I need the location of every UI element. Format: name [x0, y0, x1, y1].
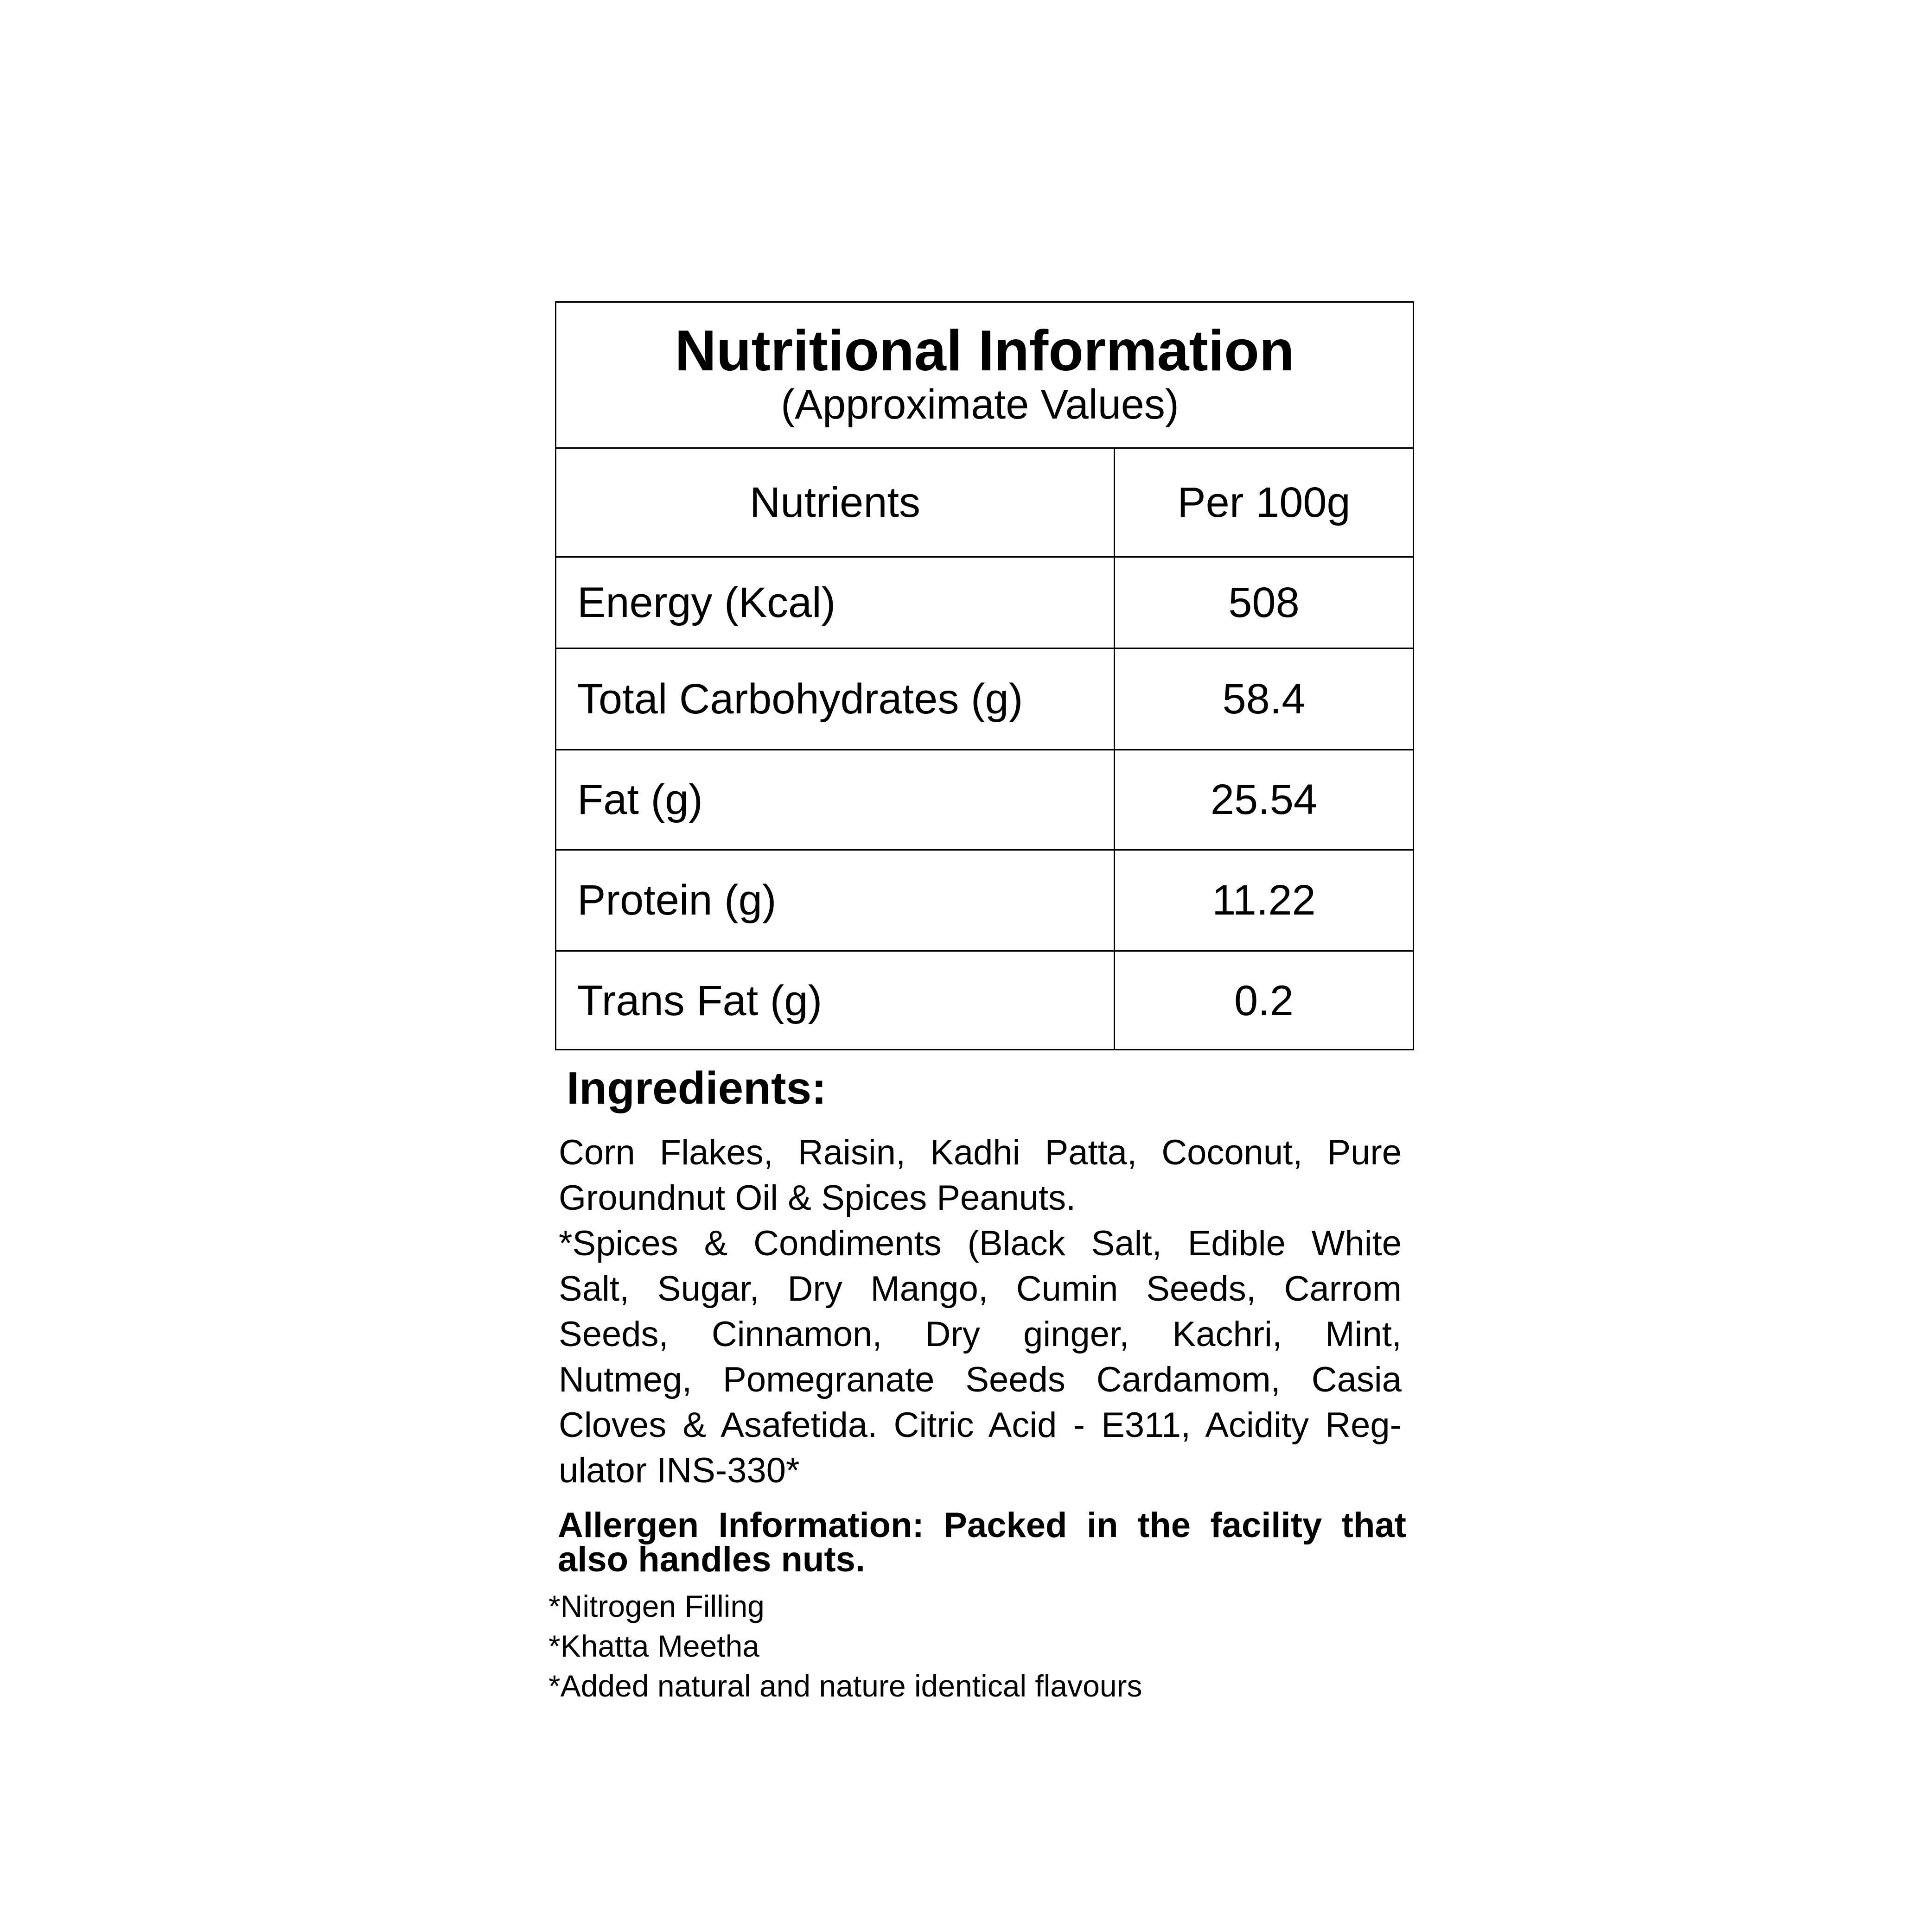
- nutrient-value: 25.54: [1210, 776, 1318, 823]
- nutrient-name: Trans Fat (g): [556, 952, 1115, 1050]
- page-title: Nutritional Information: [675, 319, 1294, 383]
- column-header-per-100g: Per 100g: [1177, 478, 1351, 526]
- nutrient-name: Energy (Kcal): [556, 558, 1115, 648]
- allergen-line: also handles nuts.: [558, 1540, 866, 1579]
- nutrient-value: 11.22: [1212, 877, 1316, 924]
- nutrient-value: 0.2: [1234, 977, 1294, 1024]
- column-header-nutrients: Nutrients: [556, 449, 1115, 556]
- ingredients-line: Cloves & Asafetida. Citric Acid - E311, …: [559, 1405, 1402, 1445]
- table-row: Protein (g) 11.22: [556, 851, 1413, 952]
- ingredients-line: Groundnut Oil & Spices Peanuts.: [559, 1178, 1076, 1218]
- ingredients-line: Seeds, Cinnamon, Dry ginger, Kachri, Min…: [559, 1315, 1402, 1354]
- nutrition-table: Nutritional Information (Approximate Val…: [555, 301, 1414, 1050]
- footnotes: *Nitrogen Filling *Khatta Meetha *Added …: [548, 1586, 1142, 1706]
- nutrient-value: 58.4: [1222, 675, 1306, 723]
- nutrient-name: Total Carbohydrates (g): [556, 649, 1115, 749]
- allergen-line: Allergen Information: Packed in the faci…: [558, 1506, 1406, 1545]
- page-subtitle: (Approximate Values): [781, 381, 1179, 428]
- nutrient-name: Fat (g): [556, 750, 1115, 849]
- ingredients-text: Corn Flakes, Raisin, Kadhi Patta, Coconu…: [559, 1130, 1402, 1493]
- footnote: *Nitrogen Filling: [548, 1589, 765, 1623]
- table-row: Total Carbohydrates (g) 58.4: [556, 649, 1413, 750]
- nutrient-value: 508: [1228, 578, 1300, 626]
- table-row: Energy (Kcal) 508: [556, 558, 1413, 649]
- ingredients-line: Nutmeg, Pomegranate Seeds Cardamom, Casi…: [559, 1360, 1402, 1399]
- nutrient-name: Protein (g): [556, 851, 1115, 950]
- footnote: *Added natural and nature identical flav…: [548, 1669, 1142, 1703]
- allergen-information: Allergen Information: Packed in the faci…: [558, 1508, 1406, 1577]
- ingredients-line: ulator INS-330*: [559, 1451, 800, 1490]
- table-title-block: Nutritional Information (Approximate Val…: [556, 303, 1413, 449]
- ingredients-line: Corn Flakes, Raisin, Kadhi Patta, Coconu…: [559, 1133, 1402, 1172]
- ingredients-heading: Ingredients:: [567, 1062, 827, 1113]
- ingredients-line: Salt, Sugar, Dry Mango, Cumin Seeds, Car…: [559, 1269, 1402, 1309]
- ingredients-line: *Spices & Condiments (Black Salt, Edible…: [559, 1224, 1402, 1263]
- table-row: Trans Fat (g) 0.2: [556, 952, 1413, 1050]
- footnote: *Khatta Meetha: [548, 1629, 759, 1663]
- table-header-row: Nutrients Per 100g: [556, 449, 1413, 558]
- table-row: Fat (g) 25.54: [556, 750, 1413, 851]
